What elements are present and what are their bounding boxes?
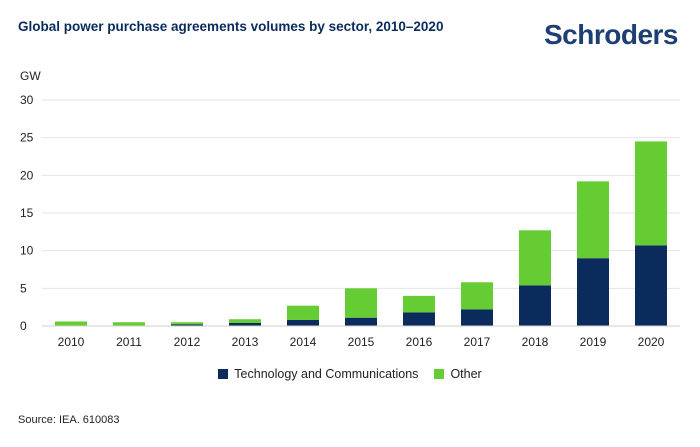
bar-other-2019 — [577, 181, 609, 259]
y-tick-label: 15 — [20, 206, 34, 220]
x-tick-label: 2017 — [464, 335, 491, 349]
y-axis-unit-label: GW — [20, 69, 41, 83]
bar-other-2013 — [229, 319, 261, 323]
chart-title: Global power purchase agreements volumes… — [18, 19, 444, 34]
bar-other-2018 — [519, 230, 551, 286]
legend-label-tech: Technology and Communications — [234, 367, 419, 381]
bar-other-2014 — [287, 305, 319, 320]
bar-tech-2014 — [287, 319, 319, 326]
bars — [55, 141, 667, 326]
x-tick-label: 2019 — [580, 335, 607, 349]
bar-tech-2019 — [577, 258, 609, 326]
bar-other-2012 — [171, 322, 203, 325]
bar-tech-2016 — [403, 312, 435, 326]
bar-tech-2018 — [519, 285, 551, 326]
x-tick-label: 2013 — [232, 335, 259, 349]
y-axis-ticks: 0 5 10 15 20 25 30 — [20, 93, 34, 333]
x-tick-label: 2015 — [348, 335, 375, 349]
x-tick-label: 2018 — [522, 335, 549, 349]
legend-swatch-tech — [218, 369, 229, 379]
x-tick-label: 2011 — [116, 335, 142, 349]
legend-label-other: Other — [450, 367, 482, 381]
bar-other-2016 — [403, 295, 435, 313]
bar-other-2020 — [635, 141, 667, 246]
y-tick-label: 30 — [20, 93, 34, 107]
bar-other-2017 — [461, 282, 493, 310]
schroders-logo: Schroders — [544, 19, 679, 50]
y-tick-label: 0 — [20, 319, 27, 333]
bar-tech-2017 — [461, 309, 493, 326]
x-tick-label: 2020 — [638, 335, 665, 349]
bar-tech-2013 — [229, 322, 261, 326]
bar-other-2010 — [55, 321, 87, 326]
x-tick-label: 2014 — [290, 335, 317, 349]
bar-tech-2015 — [345, 317, 377, 326]
x-tick-label: 2012 — [174, 335, 201, 349]
stacked-bar-chart: 0 5 10 15 20 25 30 GW 2010 2011 2012 2013 2014 2015… — [20, 69, 680, 349]
source-note: Source: IEA. 610083 — [18, 414, 120, 426]
y-tick-label: 10 — [20, 244, 34, 258]
legend: Technology and Communications Other — [0, 367, 700, 381]
y-tick-label: 25 — [20, 131, 34, 145]
legend-swatch-other — [434, 369, 445, 379]
y-tick-label: 5 — [20, 281, 27, 295]
x-tick-label: 2010 — [58, 335, 85, 349]
x-axis-ticks: 2010 2011 2012 2013 2014 2015 2016 2017 2018 2019… — [58, 335, 665, 349]
bar-other-2011 — [113, 322, 145, 326]
bar-tech-2012 — [171, 324, 203, 326]
bar-tech-2020 — [635, 245, 667, 326]
bar-other-2015 — [345, 288, 377, 318]
x-tick-label: 2016 — [406, 335, 433, 349]
legend-item-other[interactable]: Other — [434, 367, 482, 381]
y-tick-label: 20 — [20, 168, 34, 182]
legend-item-tech[interactable]: Technology and Communications — [218, 367, 418, 381]
